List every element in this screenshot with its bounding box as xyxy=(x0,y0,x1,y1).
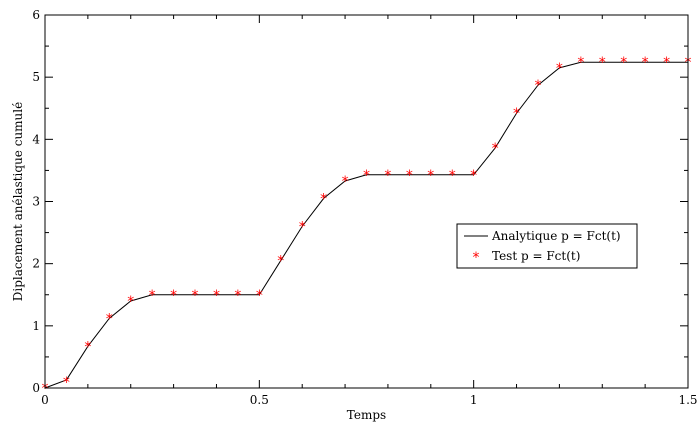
data-point-test: * xyxy=(577,55,584,71)
legend-box xyxy=(456,223,638,269)
x-tick-label: 1 xyxy=(470,393,478,407)
data-point-test: * xyxy=(663,55,670,71)
data-point-test: * xyxy=(534,78,541,94)
y-tick-label: 4 xyxy=(32,132,40,146)
data-point-test: * xyxy=(256,288,263,304)
data-point-test: * xyxy=(127,294,134,310)
legend-label-analytique: Analytique p = Fct(t) xyxy=(491,229,621,243)
data-point-test: * xyxy=(620,55,627,71)
data-point-test: * xyxy=(556,61,563,77)
data-point-test: * xyxy=(192,288,199,304)
data-point-test: * xyxy=(599,55,606,71)
y-tick-label: 0 xyxy=(32,381,40,395)
y-tick-label: 3 xyxy=(32,195,40,209)
series-layer: * * * * * * * * * * * * * * * * * * * * * * * * * * * * * * * xyxy=(42,55,692,397)
data-point-test: * xyxy=(170,288,177,304)
data-point-test: * xyxy=(642,55,649,71)
y-tick-label: 6 xyxy=(32,8,40,22)
legend-marker-sample: * xyxy=(473,250,480,266)
data-point-test: * xyxy=(427,168,434,184)
data-point-test: * xyxy=(234,288,241,304)
legend-label-test: Test p = Fct(t) xyxy=(492,249,580,263)
data-point-test: * xyxy=(42,381,49,397)
y-tick-label: 5 xyxy=(32,70,40,84)
legend: Analytique p = Fct(t) * Test p = Fct(t) xyxy=(456,223,638,269)
data-point-test: * xyxy=(320,191,327,207)
data-point-test: * xyxy=(449,168,456,184)
data-point-test: * xyxy=(149,288,156,304)
data-point-test: * xyxy=(213,288,220,304)
data-point-test: * xyxy=(363,168,370,184)
x-axis-title: Temps xyxy=(347,408,386,422)
x-tick-label: 0.5 xyxy=(250,393,269,407)
ticks-layer: 0 0.5 1 1.5 0 1 2 3 4 5 6 xyxy=(32,8,697,407)
data-point-test: * xyxy=(342,174,349,190)
data-point-test: * xyxy=(513,106,520,122)
data-point-test: * xyxy=(299,219,306,235)
y-axis-title: Diplacement anélastique cumulé xyxy=(11,102,25,301)
data-point-test: * xyxy=(106,311,113,327)
y-tick-label: 1 xyxy=(32,319,40,333)
data-point-test: * xyxy=(470,168,477,184)
data-point-test: * xyxy=(63,375,70,391)
x-tick-label: 0 xyxy=(41,393,49,407)
series-line-analytique xyxy=(44,61,688,389)
data-point-test: * xyxy=(277,254,284,270)
data-point-test: * xyxy=(492,141,499,157)
data-point-test: * xyxy=(84,339,91,355)
data-point-test: * xyxy=(384,168,391,184)
x-tick-label: 1.5 xyxy=(678,393,697,407)
data-point-test: * xyxy=(406,168,413,184)
y-tick-label: 2 xyxy=(32,257,40,271)
plot-frame xyxy=(44,14,689,389)
